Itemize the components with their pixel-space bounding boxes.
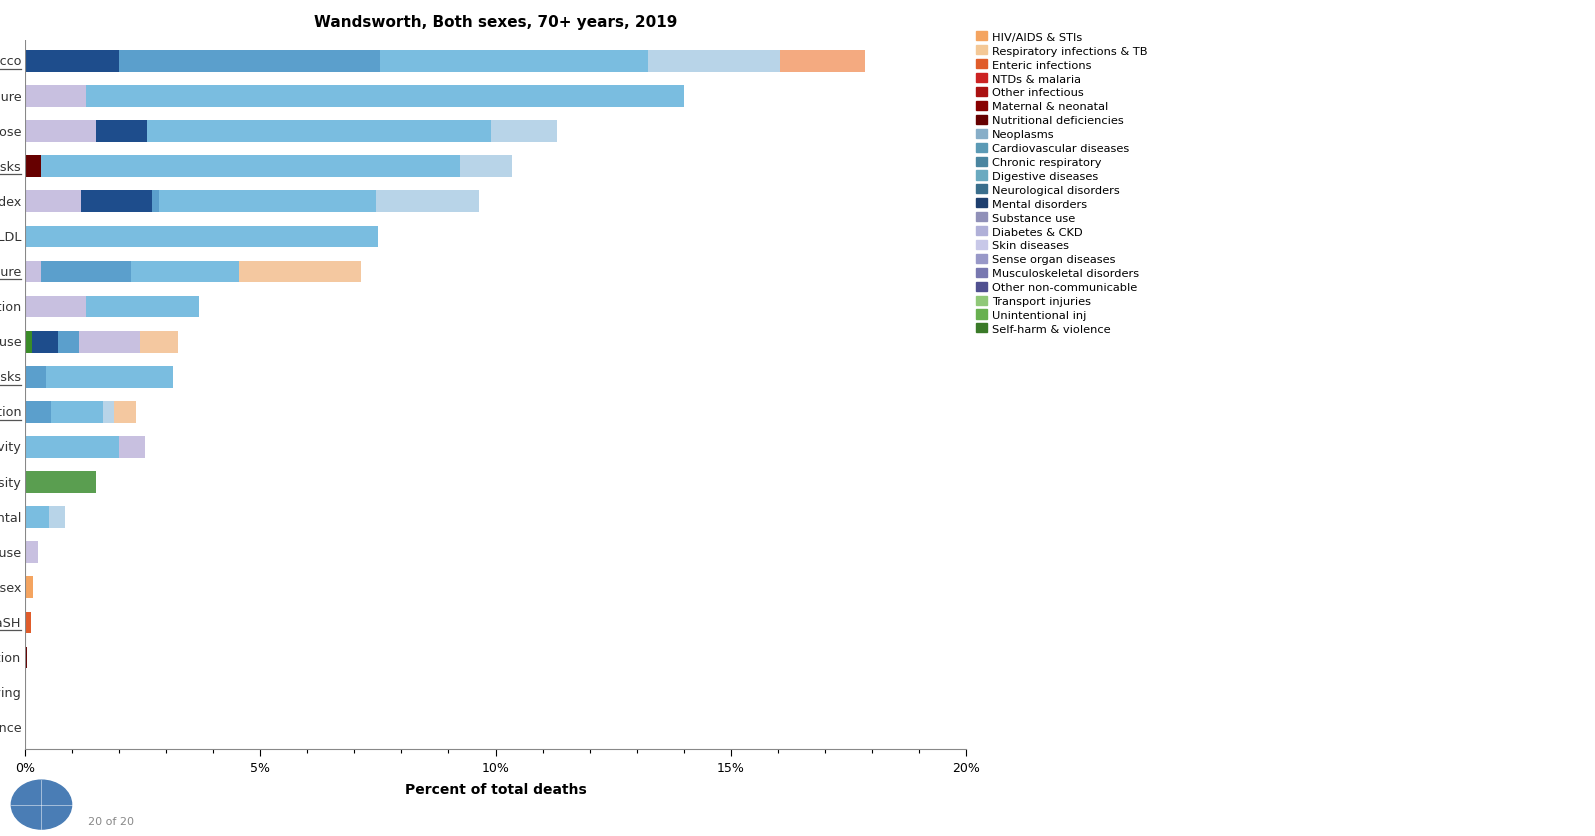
- Bar: [131, 262, 239, 283]
- Bar: [147, 121, 491, 143]
- Bar: [41, 262, 131, 283]
- Text: Air pollution: Air pollution: [0, 406, 21, 419]
- Title: Wandsworth, Both sexes, 70+ years, 2019: Wandsworth, Both sexes, 70+ years, 2019: [314, 15, 678, 30]
- Bar: [86, 86, 684, 108]
- Bar: [26, 331, 32, 353]
- Bar: [102, 401, 115, 423]
- Bar: [26, 86, 86, 108]
- Bar: [26, 296, 86, 318]
- Text: Childhood sexual abuse and bullying: Childhood sexual abuse and bullying: [0, 686, 21, 699]
- Text: Kidney dysfunction: Kidney dysfunction: [0, 301, 21, 314]
- Legend: HIV/AIDS & STIs, Respiratory infections & TB, Enteric infections, NTDs & malaria: HIV/AIDS & STIs, Respiratory infections …: [976, 33, 1148, 334]
- Bar: [26, 227, 378, 248]
- Bar: [26, 612, 30, 634]
- Bar: [41, 156, 461, 178]
- Bar: [26, 472, 96, 493]
- Text: 20 of 20: 20 of 20: [88, 816, 134, 826]
- Bar: [26, 401, 51, 423]
- Bar: [131, 51, 380, 73]
- Bar: [26, 542, 38, 563]
- Text: Dietary risks: Dietary risks: [0, 161, 21, 174]
- Text: Occupational risks: Occupational risks: [0, 371, 21, 384]
- Text: High body-mass index: High body-mass index: [0, 196, 21, 208]
- Bar: [491, 121, 557, 143]
- Bar: [81, 191, 152, 213]
- Bar: [26, 507, 48, 528]
- Text: Unsafe sex: Unsafe sex: [0, 581, 21, 594]
- Bar: [48, 507, 65, 528]
- Text: High LDL: High LDL: [0, 231, 21, 243]
- Text: Non-optimal temperature: Non-optimal temperature: [0, 266, 21, 278]
- Text: WaSH: WaSH: [0, 616, 21, 630]
- Bar: [86, 296, 199, 318]
- Bar: [160, 191, 375, 213]
- Circle shape: [11, 780, 72, 829]
- Bar: [649, 51, 780, 73]
- X-axis label: Percent of total deaths: Percent of total deaths: [405, 782, 587, 796]
- Bar: [120, 51, 131, 73]
- Bar: [26, 436, 120, 458]
- Bar: [32, 331, 57, 353]
- Bar: [26, 191, 81, 213]
- Bar: [26, 51, 120, 73]
- Bar: [152, 191, 160, 213]
- Bar: [26, 121, 96, 143]
- Text: Other environmental: Other environmental: [0, 511, 21, 524]
- Bar: [26, 647, 27, 669]
- Bar: [26, 366, 46, 388]
- Bar: [120, 436, 145, 458]
- Bar: [140, 331, 179, 353]
- Bar: [239, 262, 362, 283]
- Bar: [46, 366, 174, 388]
- Bar: [51, 401, 102, 423]
- Bar: [26, 577, 33, 599]
- Text: Alcohol use: Alcohol use: [0, 336, 21, 349]
- Bar: [26, 262, 41, 283]
- Text: Tobacco: Tobacco: [0, 55, 21, 69]
- Bar: [80, 331, 140, 353]
- Text: High fasting plasma glucose: High fasting plasma glucose: [0, 125, 21, 139]
- Bar: [380, 51, 649, 73]
- Bar: [96, 121, 147, 143]
- Bar: [461, 156, 512, 178]
- Bar: [115, 401, 136, 423]
- Text: Low bone mineral density: Low bone mineral density: [0, 476, 21, 489]
- Bar: [26, 156, 41, 178]
- Text: High blood pressure: High blood pressure: [0, 90, 21, 104]
- Bar: [375, 191, 478, 213]
- Text: Malnutrition: Malnutrition: [0, 651, 21, 665]
- Text: Drug use: Drug use: [0, 546, 21, 559]
- Bar: [780, 51, 864, 73]
- Text: Intimate partner violence: Intimate partner violence: [0, 721, 21, 734]
- Bar: [57, 331, 80, 353]
- Text: Low physical activity: Low physical activity: [0, 441, 21, 454]
